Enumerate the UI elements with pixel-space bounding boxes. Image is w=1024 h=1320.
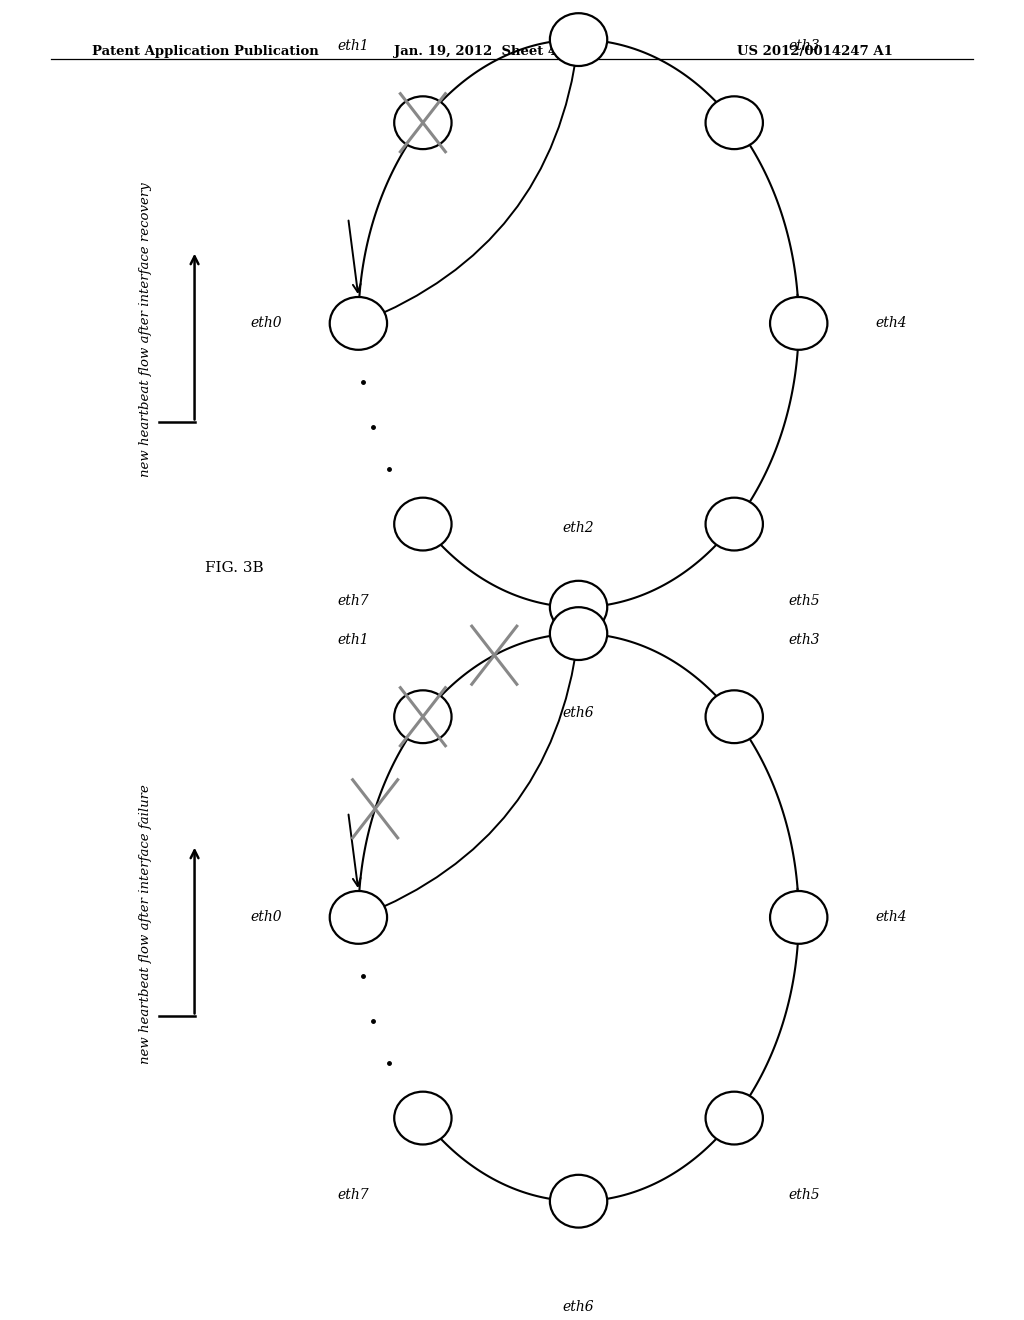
Text: eth7: eth7 bbox=[337, 594, 369, 609]
Ellipse shape bbox=[770, 297, 827, 350]
Text: new heartbeat flow after interface failure: new heartbeat flow after interface failu… bbox=[139, 784, 152, 1064]
Text: eth5: eth5 bbox=[788, 1188, 820, 1203]
Ellipse shape bbox=[330, 891, 387, 944]
Ellipse shape bbox=[394, 690, 452, 743]
Ellipse shape bbox=[550, 581, 607, 634]
Text: eth0: eth0 bbox=[250, 911, 282, 924]
Text: Patent Application Publication: Patent Application Publication bbox=[92, 45, 318, 58]
Text: US 2012/0014247 A1: US 2012/0014247 A1 bbox=[737, 45, 893, 58]
Ellipse shape bbox=[394, 498, 452, 550]
Ellipse shape bbox=[550, 13, 607, 66]
Text: eth7: eth7 bbox=[337, 1188, 369, 1203]
Ellipse shape bbox=[550, 607, 607, 660]
Text: FIG. 3B: FIG. 3B bbox=[205, 561, 263, 574]
Ellipse shape bbox=[330, 297, 387, 350]
Text: eth1: eth1 bbox=[337, 632, 369, 647]
Text: eth1: eth1 bbox=[337, 38, 369, 53]
Text: new heartbeat flow after interface recovery: new heartbeat flow after interface recov… bbox=[139, 182, 152, 478]
Text: Jan. 19, 2012  Sheet 4 of 5: Jan. 19, 2012 Sheet 4 of 5 bbox=[394, 45, 590, 58]
Text: eth3: eth3 bbox=[788, 38, 820, 53]
Text: eth0: eth0 bbox=[250, 317, 282, 330]
Text: eth6: eth6 bbox=[563, 1300, 594, 1315]
Ellipse shape bbox=[550, 1175, 607, 1228]
Ellipse shape bbox=[706, 690, 763, 743]
Ellipse shape bbox=[706, 96, 763, 149]
Text: eth6: eth6 bbox=[563, 706, 594, 721]
Ellipse shape bbox=[706, 498, 763, 550]
Text: eth4: eth4 bbox=[876, 317, 907, 330]
Text: eth3: eth3 bbox=[788, 632, 820, 647]
Ellipse shape bbox=[394, 1092, 452, 1144]
Text: eth2: eth2 bbox=[563, 520, 594, 535]
Text: eth5: eth5 bbox=[788, 594, 820, 609]
Text: eth4: eth4 bbox=[876, 911, 907, 924]
Ellipse shape bbox=[394, 96, 452, 149]
Ellipse shape bbox=[770, 891, 827, 944]
Ellipse shape bbox=[706, 1092, 763, 1144]
